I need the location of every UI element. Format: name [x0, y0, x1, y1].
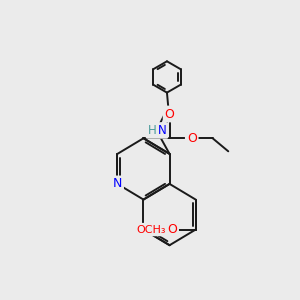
Text: N: N: [113, 177, 122, 190]
Text: H: H: [148, 124, 156, 137]
Text: O: O: [167, 223, 177, 236]
Text: O: O: [187, 132, 197, 145]
Text: OCH₃: OCH₃: [136, 225, 166, 235]
Text: O: O: [165, 107, 175, 121]
Text: N: N: [158, 124, 167, 137]
